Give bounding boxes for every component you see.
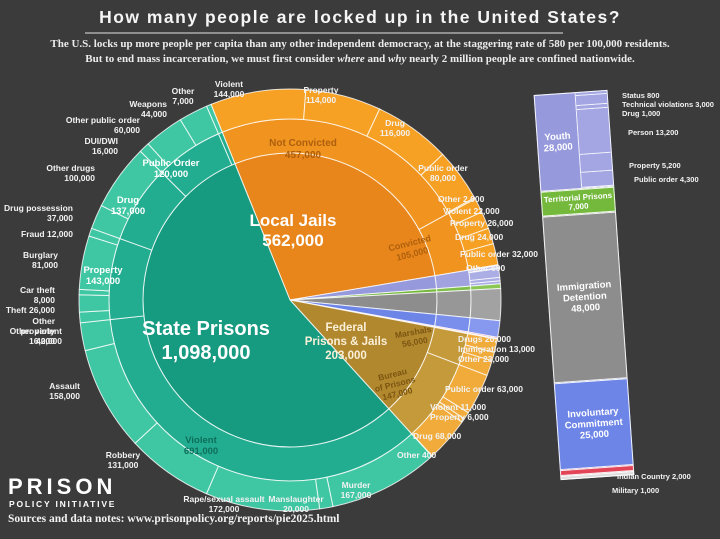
label-public-order-4300: Public order 4,300 <box>634 175 699 184</box>
sources-note: Sources and data notes: www.prisonpolicy… <box>8 513 340 525</box>
label-state-prisons: State Prisons 1,098,000 <box>142 318 270 364</box>
label-drug-68000: Drug 68,000 <box>413 431 462 441</box>
label-military-1000: Military 1,000 <box>612 486 660 495</box>
label-property-5200: Property 5,200 <box>629 161 681 170</box>
title-underline <box>85 32 563 34</box>
label-property-114000: Property 114,000 <box>303 85 339 106</box>
chart-title: How many people are locked up in the Uni… <box>99 7 621 27</box>
label-rape-sexual-assault: Rape/sexual assault 172,000 <box>183 494 265 515</box>
subtitle-why: why <box>388 52 407 65</box>
label-public-order-120000: Public Order 120,000 <box>142 158 200 181</box>
label-public-order-32000: Public order 32,000 <box>460 249 538 259</box>
label-property-26000: Property 26,000 <box>450 218 514 228</box>
label-other-7000: Other 7,000 <box>171 86 195 107</box>
label-local-jails: Local Jails 562,000 <box>249 211 337 251</box>
label-violent-11000-property-6000: Violent 11,000 Property 6,000 <box>430 402 489 423</box>
subtitle-line2-mid: and <box>364 52 388 65</box>
label-violent-22000: Violent 22,000 <box>443 206 500 216</box>
label-other-drugs: Other drugs 100,000 <box>46 163 95 184</box>
pie-cell-state-prisons-other <box>206 103 223 135</box>
logo-policy-initiative: POLICY INITIATIVE <box>9 499 117 509</box>
label-drug-possession: Drug possession 37,000 <box>4 203 73 224</box>
label-other-violent: Other violent 42,000 <box>9 326 62 347</box>
pie-cell-immigration-detention-immigration-detention <box>469 287 502 322</box>
label-murder: Murder 167,000 <box>340 480 372 501</box>
detail-block-involuntary-commitment: Involuntary Commitment 25,000 <box>553 377 634 470</box>
label-drug-24000: Drug 24,000 <box>455 232 504 242</box>
label-assault: Assault 158,000 <box>49 381 80 402</box>
label-other-600: Other 600 <box>466 263 506 273</box>
label-other-public-order: Other public order 60,000 <box>65 115 140 136</box>
logo-prison: PRISON <box>8 474 117 499</box>
chart-subtitle: The U.S. locks up more people per capita… <box>20 37 700 67</box>
label-youth-top-cells: Status 800 Technical violations 3,000 Dr… <box>622 91 714 118</box>
label-other-2000: Other 2,000 <box>438 194 485 204</box>
label-property-143000: Property 143,000 <box>83 265 123 288</box>
label-violent-691000: Violent 691,000 <box>183 435 219 458</box>
subtitle-where: where <box>337 52 365 65</box>
label-not-convicted: Not Convicted 457,000 <box>269 138 337 161</box>
detail-block-immigration-detention: Immigration Detention 48,000 <box>542 211 628 383</box>
subtitle-line2-pre: But to end mass incarceration, we must f… <box>85 52 338 65</box>
label-drug-116000: Drug 116,000 <box>379 118 411 139</box>
label-marshals-breakdown: Drugs 20,000 Immigration 13,000 Other 23… <box>458 334 536 365</box>
pie-cell-state-prisons-theft <box>78 294 110 313</box>
label-fraud: Fraud 12,000 <box>21 229 73 239</box>
youth-cell-property <box>579 153 613 174</box>
subtitle-line1: The U.S. locks up more people per capita… <box>50 38 670 50</box>
label-burglary: Burglary 81,000 <box>23 250 58 271</box>
label-robbery: Robbery 131,000 <box>105 450 141 471</box>
label-drug-137000: Drug 137,000 <box>110 195 146 218</box>
detail-block-label-youth: Youth 28,000 <box>543 130 574 155</box>
pie-ring-immigration-detention-immigration-detention <box>435 289 472 319</box>
label-federal-prisons-jails: Federal Prisons & Jails 203,000 <box>304 322 388 362</box>
label-public-order-80000: Public order 80,000 <box>418 163 468 184</box>
youth-cell-person <box>576 107 611 156</box>
youth-cell-public-order <box>580 171 614 189</box>
subtitle-line2-post: nearly 2 million people are confined nat… <box>406 52 635 65</box>
label-manslaughter: Manslaughter 20,000 <box>268 494 324 515</box>
label-weapons: Weapons 44,000 <box>129 99 167 120</box>
label-indian-country-2000: Indian Country 2,000 <box>617 472 691 481</box>
youth-subcells <box>574 90 614 189</box>
label-theft-group: Car theft 8,000 Theft 26,000 Other prope… <box>5 285 55 346</box>
label-violent-144000: Violent 144,000 <box>213 79 245 100</box>
label-public-order-63000: Public order 63,000 <box>445 384 523 394</box>
label-dui-dwi: DUI/DWI 16,000 <box>84 136 118 157</box>
detail-block-youth: Youth 28,000 <box>533 89 615 193</box>
label-other-400: Other 400 <box>397 450 437 460</box>
label-person-13200: Person 13,200 <box>628 128 679 137</box>
